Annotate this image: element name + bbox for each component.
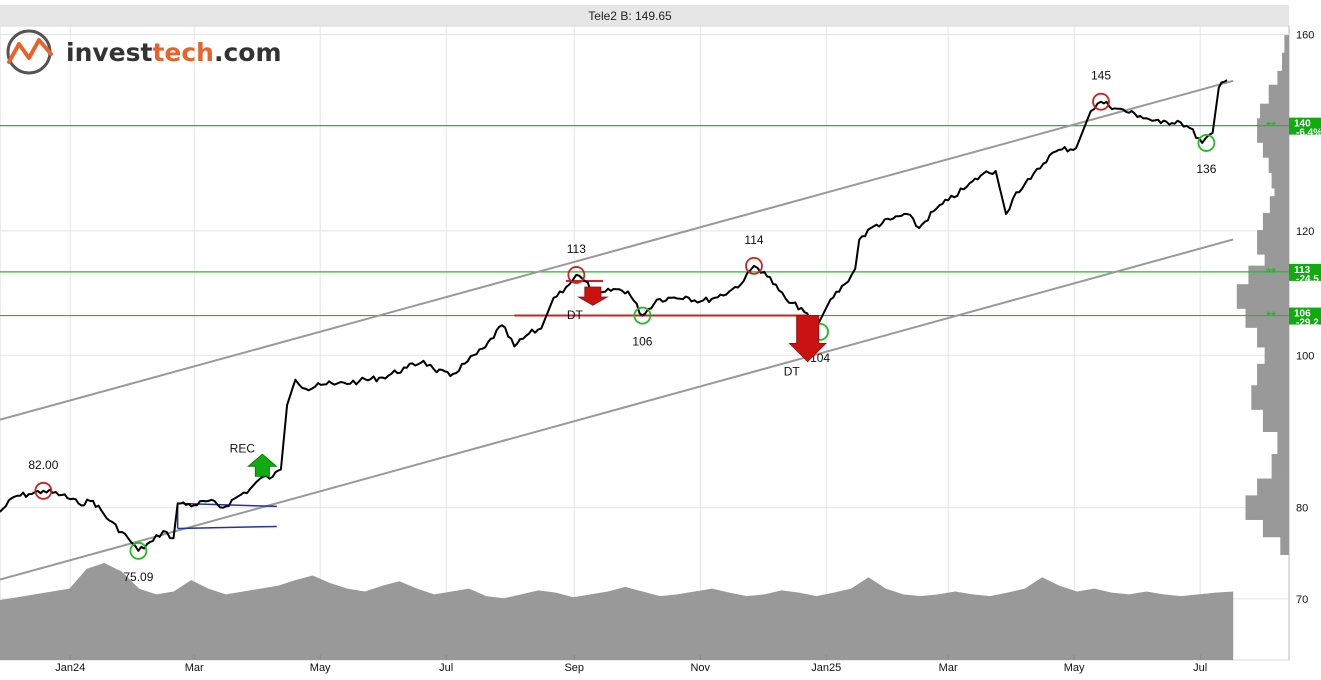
chart-title: Tele2 B: 149.65 <box>588 9 672 23</box>
x-tick-label: Mar <box>185 662 204 674</box>
y-tick-label: 80 <box>1296 503 1308 515</box>
level-value-label: 140 <box>1294 119 1311 130</box>
svg-text:investtech.com: investtech.com <box>66 38 282 67</box>
level-marker: ** <box>1266 309 1277 324</box>
x-tick-label: Jul <box>439 662 453 674</box>
y-tick-label: 120 <box>1296 226 1314 238</box>
volume-profile-bar <box>1262 407 1289 433</box>
price-series <box>0 79 1228 552</box>
volume-profile-bar <box>1271 453 1289 479</box>
investtech-logo: investtech.com <box>6 29 282 75</box>
volume-profile <box>1236 35 1289 555</box>
x-tick-label: Jul <box>1193 662 1207 674</box>
x-tick-label: May <box>1064 662 1085 674</box>
buy-signal-arrow-icon <box>246 453 278 477</box>
logo-text-tech: tech <box>152 38 214 67</box>
x-tick-label: May <box>310 662 331 674</box>
top-point-label: 114 <box>744 233 763 247</box>
support-resistance-lines: ** 140-6.4%** 113-24.5** 106-29.2 <box>0 117 1321 329</box>
volume-profile-bar <box>1264 343 1289 368</box>
level-value-label: 106 <box>1294 309 1311 320</box>
volume-profile-bar <box>1277 430 1289 455</box>
axis-labels: 70 80 100 120 160 Jan24 Mar May Jul Sep Nov Jan25 Ma… <box>55 29 1314 674</box>
volume-profile-bar <box>1280 530 1289 555</box>
logo-mark-icon <box>6 29 53 75</box>
rectangle-formation-bottom <box>177 525 277 530</box>
volume-profile-bar <box>1268 84 1289 110</box>
level-marker: ** <box>1266 119 1277 134</box>
bottom-point-marker <box>129 541 148 560</box>
x-tick-label: Jan24 <box>55 662 85 674</box>
top-point-marker <box>567 266 586 284</box>
sell-signal-label: DT <box>567 308 584 322</box>
buy-signal-label: REC <box>230 441 256 455</box>
volume-profile-bar <box>1277 70 1289 96</box>
level-badge <box>1289 307 1321 325</box>
bottom-point-label: 106 <box>632 335 652 349</box>
level-pct-label: -24.5 <box>1296 274 1319 285</box>
volume-area-shape <box>0 563 1234 660</box>
x-tick-label: Mar <box>939 662 958 674</box>
rectangle-formation-top <box>177 502 277 508</box>
sell-signal-arrow-icon <box>788 315 827 363</box>
y-tick-label: 160 <box>1296 29 1314 41</box>
top-point-label: 82.00 <box>28 458 58 472</box>
price-line <box>0 79 1228 552</box>
top-point-label: 145 <box>1091 69 1111 83</box>
trend-line-lower <box>0 238 1234 581</box>
sell-signal-arrow-icon <box>576 286 609 306</box>
volume-profile-bar <box>1284 35 1289 60</box>
level-pct-label: -6.4% <box>1296 128 1321 139</box>
x-tick-label: Sep <box>564 662 584 674</box>
x-tick-label: Jan25 <box>811 662 841 674</box>
bottom-point-marker <box>633 306 652 325</box>
logo-text-invest: invest <box>66 38 152 67</box>
level-pct-label: -29.2 <box>1296 318 1319 329</box>
bottom-point-marker <box>1197 134 1216 152</box>
volume-area <box>0 563 1234 660</box>
bottom-point-label: 75.09 <box>123 570 153 584</box>
sell-signal-label: DT <box>784 365 801 379</box>
y-tick-label: 100 <box>1296 350 1314 362</box>
level-value-label: 113 <box>1294 265 1311 276</box>
bottom-point-label: 136 <box>1196 162 1216 176</box>
volume-profile-bar <box>1251 385 1289 410</box>
level-marker: ** <box>1266 265 1277 280</box>
top-point-label: 113 <box>567 242 586 256</box>
x-tick-label: Nov <box>690 662 710 674</box>
volume-profile-bar <box>1282 52 1289 78</box>
chart-header-bar <box>0 5 1289 26</box>
formations <box>176 280 808 530</box>
top-point-marker <box>1092 92 1110 111</box>
trend-line-upper <box>0 79 1234 421</box>
level-badge <box>1289 263 1321 281</box>
top-point-marker <box>745 256 763 275</box>
top-point-marker <box>34 481 53 500</box>
signal-arrows: REC DT DT <box>230 286 827 477</box>
y-tick-label: 70 <box>1296 594 1308 606</box>
trend-channel <box>0 79 1234 581</box>
logo-text-com: .com <box>214 38 282 67</box>
volume-profile-bar <box>1257 363 1289 389</box>
level-badge <box>1289 117 1321 135</box>
